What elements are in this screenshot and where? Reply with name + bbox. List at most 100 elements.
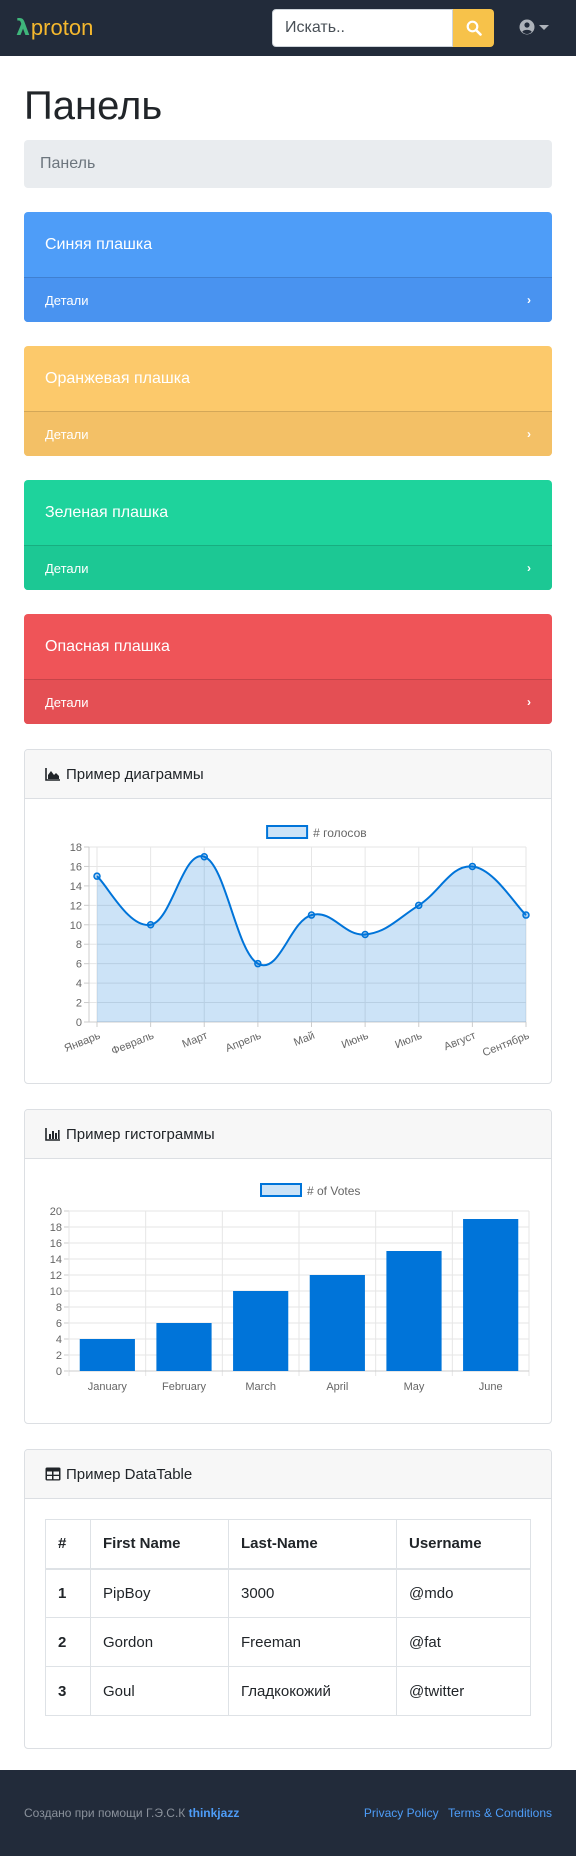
tile-orange: Оранжевая плашка Детали › — [24, 346, 552, 456]
site-footer: Создано при помощи Г.Э.С.К thinkjazz Pri… — [0, 1770, 576, 1856]
y-tick-label: 10 — [70, 920, 82, 932]
area-chart-icon — [45, 768, 60, 781]
legend-label: # of Votes — [307, 1184, 360, 1198]
tile-details-label: Детали — [45, 560, 89, 576]
table-cell: @mdo — [396, 1568, 531, 1618]
x-tick-label: June — [479, 1381, 503, 1393]
search-button[interactable] — [453, 9, 494, 47]
x-tick-label: Май — [292, 1030, 316, 1049]
y-tick-label: 18 — [70, 842, 82, 854]
bar — [156, 1323, 212, 1371]
data-table: # First Name Last-Name Username 1 PipBoy… — [45, 1519, 531, 1716]
table-row: 3 Goul Гладкокожий @twitter — [45, 1666, 531, 1716]
table-cell: 3000 — [228, 1568, 397, 1618]
y-tick-label: 6 — [56, 1318, 62, 1330]
card-header: Пример диаграммы — [25, 750, 551, 799]
y-tick-label: 20 — [50, 1206, 62, 1218]
tile-title: Оранжевая плашка — [45, 369, 190, 387]
user-circle-icon — [519, 19, 535, 35]
x-tick-label: May — [404, 1381, 425, 1393]
bar-chart-card: Пример гистограммы # of Votes 0 2 4 6 8 10 12 14… — [24, 1109, 552, 1424]
data-point — [307, 911, 316, 919]
brand-symbol: λ — [16, 16, 30, 41]
x-tick-label: February — [162, 1381, 207, 1393]
tile-details-link[interactable]: Детали › — [24, 277, 552, 322]
card-title: Пример диаграммы — [66, 765, 204, 783]
y-tick-label: 4 — [56, 1334, 62, 1346]
y-tick-label: 0 — [76, 1017, 82, 1029]
bar — [79, 1339, 135, 1371]
table-icon — [45, 1467, 61, 1481]
data-point — [93, 872, 101, 880]
y-tick-label: 2 — [76, 998, 82, 1010]
y-tick-label: 18 — [50, 1222, 62, 1234]
data-point — [254, 959, 262, 968]
x-tick-label: March — [245, 1381, 276, 1393]
data-point — [146, 921, 155, 929]
page-title: Панель — [24, 84, 163, 128]
x-tick-label: Июль — [393, 1030, 424, 1052]
bar — [386, 1251, 442, 1371]
table-cell: @fat — [396, 1617, 531, 1667]
chevron-right-icon: › — [527, 561, 531, 575]
line-chart-card: Пример диаграммы # голосов 0 2 4 6 8 10 12 14 16 1… — [24, 749, 552, 1084]
tile-red: Опасная плашка Детали › — [24, 614, 552, 724]
footer-made-with: Создано при помощи Г.Э.С.К — [24, 1806, 186, 1820]
tile-details-link[interactable]: Детали › — [24, 411, 552, 456]
y-tick-label: 8 — [76, 939, 82, 951]
table-cell: Freeman — [228, 1617, 397, 1667]
brand-logo[interactable]: λ proton — [16, 15, 93, 41]
series-line — [96, 855, 527, 967]
y-tick-label: 16 — [50, 1238, 62, 1250]
chevron-right-icon: › — [527, 293, 531, 307]
card-title: Пример DataTable — [66, 1465, 193, 1483]
x-tick-label: Февраль — [110, 1030, 156, 1058]
user-menu-toggle[interactable] — [519, 19, 549, 35]
legend-swatch — [260, 1183, 302, 1197]
y-tick-label: 10 — [50, 1286, 62, 1298]
y-tick-label: 8 — [56, 1302, 62, 1314]
card-title: Пример гистограммы — [66, 1125, 215, 1143]
tile-blue: Синяя плашка Детали › — [24, 212, 552, 322]
tile-details-link[interactable]: Детали › — [24, 679, 552, 724]
bar — [233, 1291, 289, 1371]
y-tick-label: 6 — [76, 959, 82, 971]
y-tick-label: 0 — [56, 1366, 62, 1378]
x-tick-label: April — [326, 1381, 348, 1393]
table-cell: Гладкокожий — [228, 1666, 397, 1716]
y-tick-label: 14 — [50, 1254, 62, 1266]
tile-green: Зеленая плашка Детали › — [24, 480, 552, 590]
search-form: Искать.. — [272, 9, 494, 47]
column-header[interactable]: # — [45, 1519, 91, 1570]
column-header[interactable]: First Name — [90, 1519, 229, 1570]
tile-title: Зеленая плашка — [45, 503, 169, 521]
x-tick-label: Август — [442, 1030, 477, 1054]
column-header[interactable]: Last-Name — [228, 1519, 397, 1570]
tile-details-label: Детали — [45, 292, 89, 308]
x-tick-label: Январь — [63, 1030, 103, 1055]
tile-details-link[interactable]: Детали › — [24, 545, 552, 590]
privacy-policy-link[interactable]: Privacy Policy — [363, 1806, 439, 1820]
tile-title: Опасная плашка — [45, 637, 170, 655]
data-point — [415, 901, 423, 910]
legend-swatch — [266, 825, 309, 839]
table-cell: Gordon — [90, 1617, 229, 1667]
terms-link[interactable]: Terms & Conditions — [447, 1806, 552, 1820]
breadcrumb: Панель — [24, 140, 552, 188]
table-cell: 3 — [45, 1666, 91, 1716]
y-tick-label: 14 — [70, 881, 82, 893]
footer-author-link[interactable]: thinkjazz — [188, 1806, 240, 1820]
search-input[interactable]: Искать.. — [272, 9, 453, 47]
table-row: 2 Gordon Freeman @fat — [45, 1617, 531, 1667]
chevron-right-icon: › — [527, 695, 531, 709]
table-cell: 2 — [45, 1617, 91, 1667]
y-tick-label: 4 — [76, 978, 82, 990]
y-tick-label: 12 — [70, 900, 82, 912]
data-point — [468, 862, 477, 871]
bar-chart-icon — [45, 1128, 60, 1141]
breadcrumb-item[interactable]: Панель — [40, 155, 96, 172]
column-header[interactable]: Username — [396, 1519, 531, 1570]
y-tick-label: 2 — [56, 1350, 62, 1362]
table-cell: 1 — [45, 1568, 91, 1618]
bar — [309, 1275, 365, 1371]
